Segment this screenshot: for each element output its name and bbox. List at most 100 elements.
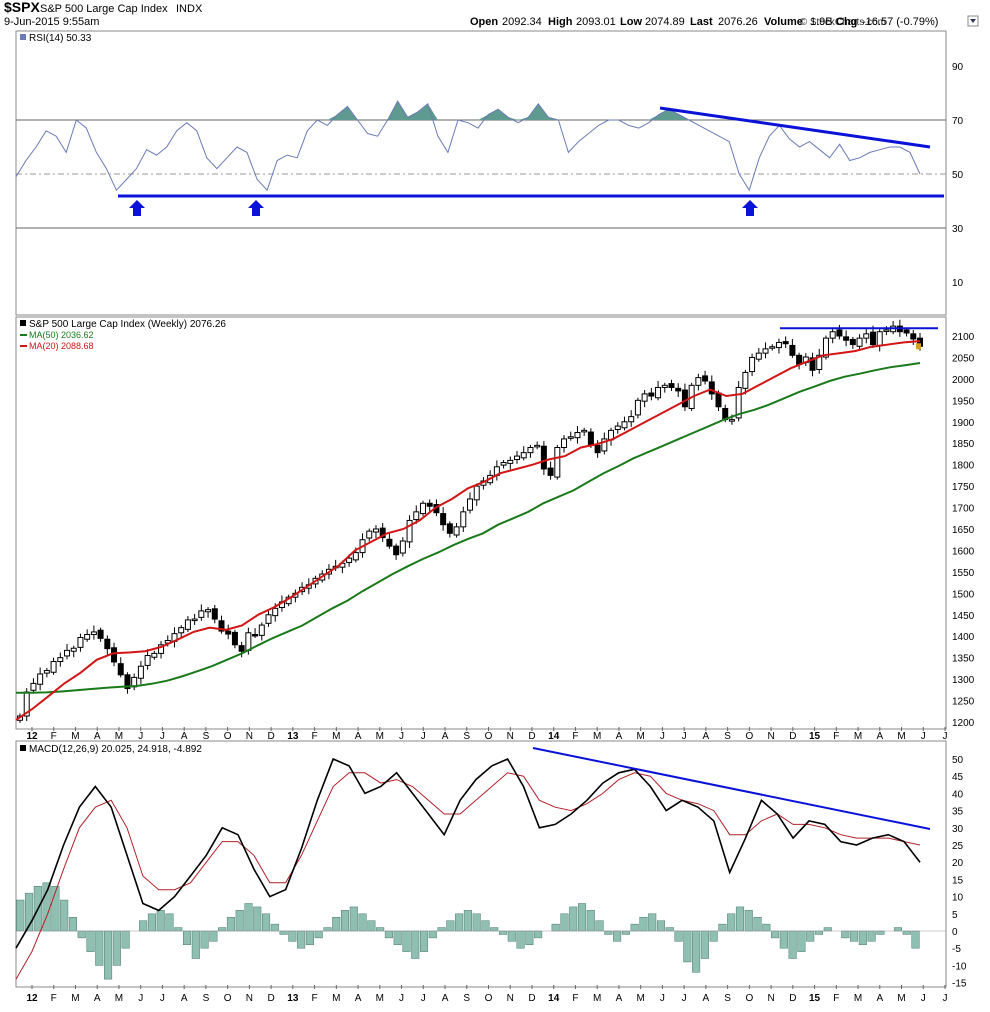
macd-label-text: MACD(12,26,9) 20.025, 24.918, -4.892: [29, 744, 202, 755]
macd-xtick-label: J: [399, 993, 404, 1004]
price-candle: [762, 348, 769, 354]
price-candle: [856, 337, 863, 347]
macd-histogram-bar: [340, 910, 350, 932]
macd-histogram-bar: [253, 906, 262, 932]
rsi-overbought-fill: [327, 101, 689, 120]
macd-signal-line: [15, 772, 921, 980]
price-candle: [883, 329, 890, 332]
macd-xtick-label: A: [876, 993, 883, 1004]
open-label: Open: [470, 16, 498, 28]
price-candle: [782, 341, 789, 345]
price-xtick-label: A: [616, 731, 623, 742]
rsi-resistance-line: [659, 106, 931, 149]
dropdown-icon[interactable]: [967, 15, 979, 27]
macd-histogram-bar: [850, 930, 859, 942]
price-candle: [90, 631, 97, 636]
macd-xtick-label: M: [897, 993, 905, 1004]
macd-histogram-bar: [332, 916, 341, 932]
macd-xtick-label: 12: [26, 993, 38, 1004]
price-tick-label: 1500: [952, 589, 975, 600]
macd-xtick-label: J: [660, 993, 665, 1004]
price-candle: [514, 455, 521, 461]
date-label: 9-Jun-2015 9:55am: [4, 16, 99, 28]
price-candle: [440, 513, 447, 526]
low-label: Low: [620, 16, 642, 28]
price-candle: [124, 674, 131, 690]
macd-tick-label: 20: [952, 858, 964, 869]
macd-histogram-bar: [218, 927, 227, 932]
price-xtick-label: O: [224, 731, 232, 742]
macd-histogram-bar: [86, 930, 95, 952]
ma50-line: [16, 362, 921, 694]
macd-histogram-bar: [200, 930, 209, 949]
price-candle: [628, 416, 635, 423]
price-tick-label: 1900: [952, 418, 975, 429]
ma50-legend: MA(50) 2036.62: [20, 330, 94, 340]
last-value: 2076.26: [718, 16, 758, 28]
ma20-legend-text: MA(20) 2088.68: [29, 341, 94, 351]
rsi-tick-label: 10: [952, 278, 964, 289]
up-arrow-icon: [742, 200, 758, 216]
macd-histogram-bar: [569, 906, 578, 932]
price-tick-label: 1650: [952, 525, 975, 536]
price-xtick-label: J: [921, 731, 926, 742]
price-candle: [849, 338, 856, 346]
price-candle: [426, 502, 433, 507]
macd-histogram-bar: [867, 930, 876, 942]
macd-xtick-label: 14: [548, 993, 560, 1004]
macd-xtick-label: A: [616, 993, 623, 1004]
macd-histogram-bar: [814, 930, 824, 935]
price-candle: [211, 608, 218, 620]
macd-histogram-bar: [586, 910, 595, 932]
macd-histogram-bar: [261, 913, 271, 932]
macd-histogram-bar: [402, 930, 411, 952]
price-tick-label: 1800: [952, 461, 975, 472]
price-xtick-label: 13: [287, 731, 299, 742]
price-xtick-label: N: [507, 731, 514, 742]
macd-label: MACD(12,26,9) 20.025, 24.918, -4.892: [20, 744, 202, 755]
low-value: 2074.89: [645, 16, 685, 28]
up-arrow-icon: [248, 200, 264, 216]
price-xtick-label: M: [593, 731, 601, 742]
macd-histogram-bar: [806, 930, 815, 942]
price-xtick-label: M: [115, 731, 123, 742]
macd-histogram-bar: [902, 930, 911, 935]
macd-xtick-label: F: [51, 993, 57, 1004]
price-tick-label: 1850: [952, 439, 975, 450]
macd-tick-label: -15: [952, 979, 967, 990]
macd-xtick-label: S: [463, 993, 470, 1004]
price-xtick-label: M: [897, 731, 905, 742]
macd-histogram-bar: [639, 916, 648, 932]
price-candle: [144, 655, 151, 666]
macd-xtick-label: N: [246, 993, 253, 1004]
price-candle: [775, 341, 782, 349]
price-tick-label: 1950: [952, 396, 975, 407]
price-xtick-label: S: [203, 731, 210, 742]
price-xtick-label: J: [138, 731, 143, 742]
macd-histogram-bar: [60, 899, 69, 932]
price-candle: [467, 498, 473, 511]
macd-histogram-bar: [174, 927, 183, 932]
macd-histogram-bar: [349, 906, 358, 932]
macd-histogram-bar: [297, 930, 306, 949]
price-candle: [30, 682, 37, 691]
macd-xtick-label: M: [376, 993, 384, 1004]
price-tick-label: 1450: [952, 611, 975, 622]
macd-histogram-bar: [288, 930, 297, 942]
price-candle: [393, 545, 400, 556]
price-candle: [352, 552, 359, 561]
macd-histogram-bar: [104, 930, 113, 980]
price-candle: [621, 421, 628, 429]
price-candle: [910, 333, 917, 340]
price-candle: [64, 649, 71, 657]
chart-header: $SPX S&P 500 Large Cap Index INDX 9-Jun-…: [4, 0, 979, 28]
price-xtick-label: 14: [548, 731, 560, 742]
macd-histogram-bar: [762, 923, 771, 932]
macd-xtick-label: N: [767, 993, 774, 1004]
price-tick-label: 1300: [952, 675, 975, 686]
macd-histogram-bar: [700, 930, 709, 959]
price-candle: [50, 661, 57, 673]
price-candle: [117, 663, 124, 676]
